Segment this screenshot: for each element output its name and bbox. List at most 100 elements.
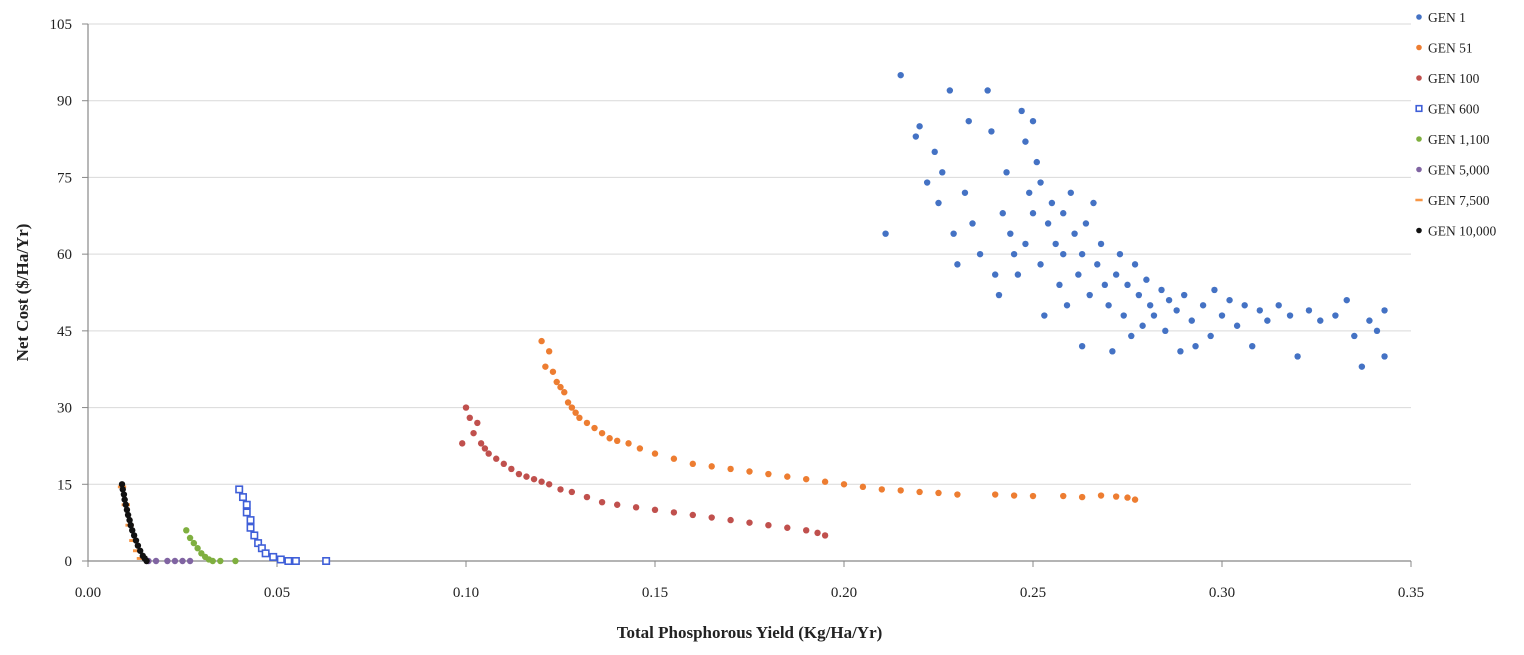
data-point xyxy=(1105,302,1112,309)
data-point xyxy=(186,534,194,542)
data-point xyxy=(1256,307,1264,314)
x-tick-label: 0.15 xyxy=(642,585,668,601)
data-point xyxy=(122,501,129,508)
data-point xyxy=(1162,327,1169,335)
data-point xyxy=(1018,107,1025,115)
data-point xyxy=(988,128,995,135)
data-point xyxy=(1135,291,1143,299)
y-axis-title: Net Cost ($/Ha/Yr) xyxy=(13,224,32,362)
data-point xyxy=(557,383,564,391)
data-point xyxy=(1029,117,1037,125)
data-point xyxy=(545,481,553,488)
legend-label: GEN 7,500 xyxy=(1428,193,1490,208)
data-point xyxy=(1177,348,1184,355)
data-point xyxy=(984,87,991,94)
data-point xyxy=(1022,240,1029,248)
x-tick-label: 0.00 xyxy=(75,585,101,601)
axes xyxy=(87,24,1411,562)
data-point xyxy=(284,556,293,565)
y-tick-label: 105 xyxy=(50,17,73,33)
data-point xyxy=(553,378,560,386)
data-point xyxy=(1022,138,1029,145)
data-point xyxy=(961,189,969,196)
data-point xyxy=(1146,302,1154,309)
data-point xyxy=(636,445,644,452)
legend: GEN 1 GEN 51 GEN 100 GEN 600 GEN 1,100 GEN 5,… xyxy=(1415,10,1496,239)
data-point xyxy=(493,455,500,462)
data-point xyxy=(1366,317,1373,324)
data-point xyxy=(564,399,572,406)
data-point xyxy=(1041,312,1048,319)
data-point xyxy=(1294,353,1301,360)
data-point xyxy=(1226,296,1233,304)
legend-label: GEN 5,000 xyxy=(1428,163,1490,178)
data-point xyxy=(1207,332,1214,340)
data-point xyxy=(261,549,270,558)
legend-label: GEN 10,000 xyxy=(1428,224,1496,239)
data-point xyxy=(209,557,216,565)
data-point xyxy=(246,523,255,532)
data-point xyxy=(194,545,201,552)
data-point xyxy=(803,475,810,483)
data-point xyxy=(549,368,557,375)
data-point xyxy=(1075,271,1082,278)
data-point xyxy=(746,519,753,526)
data-point xyxy=(1048,199,1056,207)
data-point xyxy=(1218,312,1226,319)
y-tick-label: 90 xyxy=(57,94,72,110)
data-point xyxy=(670,455,678,462)
data-point xyxy=(130,532,138,539)
data-point xyxy=(708,463,715,470)
data-point xyxy=(598,498,606,506)
data-point xyxy=(179,557,186,565)
data-point xyxy=(1044,220,1052,227)
data-point xyxy=(1305,307,1313,314)
data-point xyxy=(1233,322,1241,329)
data-point xyxy=(124,511,132,519)
data-point xyxy=(127,522,134,529)
data-point xyxy=(1029,210,1037,217)
data-point xyxy=(935,199,942,207)
data-point xyxy=(1131,496,1139,503)
data-point xyxy=(992,491,999,498)
legend-marker xyxy=(1416,14,1422,20)
data-point xyxy=(1124,281,1131,289)
legend-marker xyxy=(1415,104,1423,113)
series-4 xyxy=(183,527,239,565)
data-point xyxy=(969,220,976,227)
data-point xyxy=(923,179,931,186)
data-point xyxy=(1211,286,1218,294)
data-point xyxy=(523,473,530,480)
legend-marker xyxy=(1416,166,1422,173)
x-tick-label: 0.30 xyxy=(1209,585,1235,601)
data-point xyxy=(190,539,198,547)
data-point xyxy=(500,460,507,468)
data-point xyxy=(232,557,239,565)
x-tick-label: 0.35 xyxy=(1398,585,1424,601)
data-point xyxy=(727,465,734,473)
data-point xyxy=(183,527,190,534)
legend-marker xyxy=(1416,44,1422,51)
data-point xyxy=(1010,492,1018,499)
legend-item: GEN 1 xyxy=(1416,10,1466,25)
data-point xyxy=(583,419,591,427)
data-point xyxy=(878,486,885,493)
x-tick-label: 0.05 xyxy=(264,585,290,601)
data-point xyxy=(954,491,961,498)
data-point xyxy=(545,348,553,355)
data-point xyxy=(591,424,598,432)
data-point xyxy=(515,470,523,478)
data-point xyxy=(126,516,133,524)
data-point xyxy=(1124,494,1131,501)
data-point xyxy=(235,485,244,494)
data-point xyxy=(530,475,538,483)
data-point xyxy=(568,488,576,496)
data-point xyxy=(1351,332,1358,340)
data-point xyxy=(1188,317,1195,324)
data-point xyxy=(1373,327,1381,335)
data-point xyxy=(1143,276,1150,283)
data-point xyxy=(965,117,972,125)
legend-item: GEN 1,100 xyxy=(1416,132,1490,147)
legend-marker xyxy=(1416,136,1422,142)
